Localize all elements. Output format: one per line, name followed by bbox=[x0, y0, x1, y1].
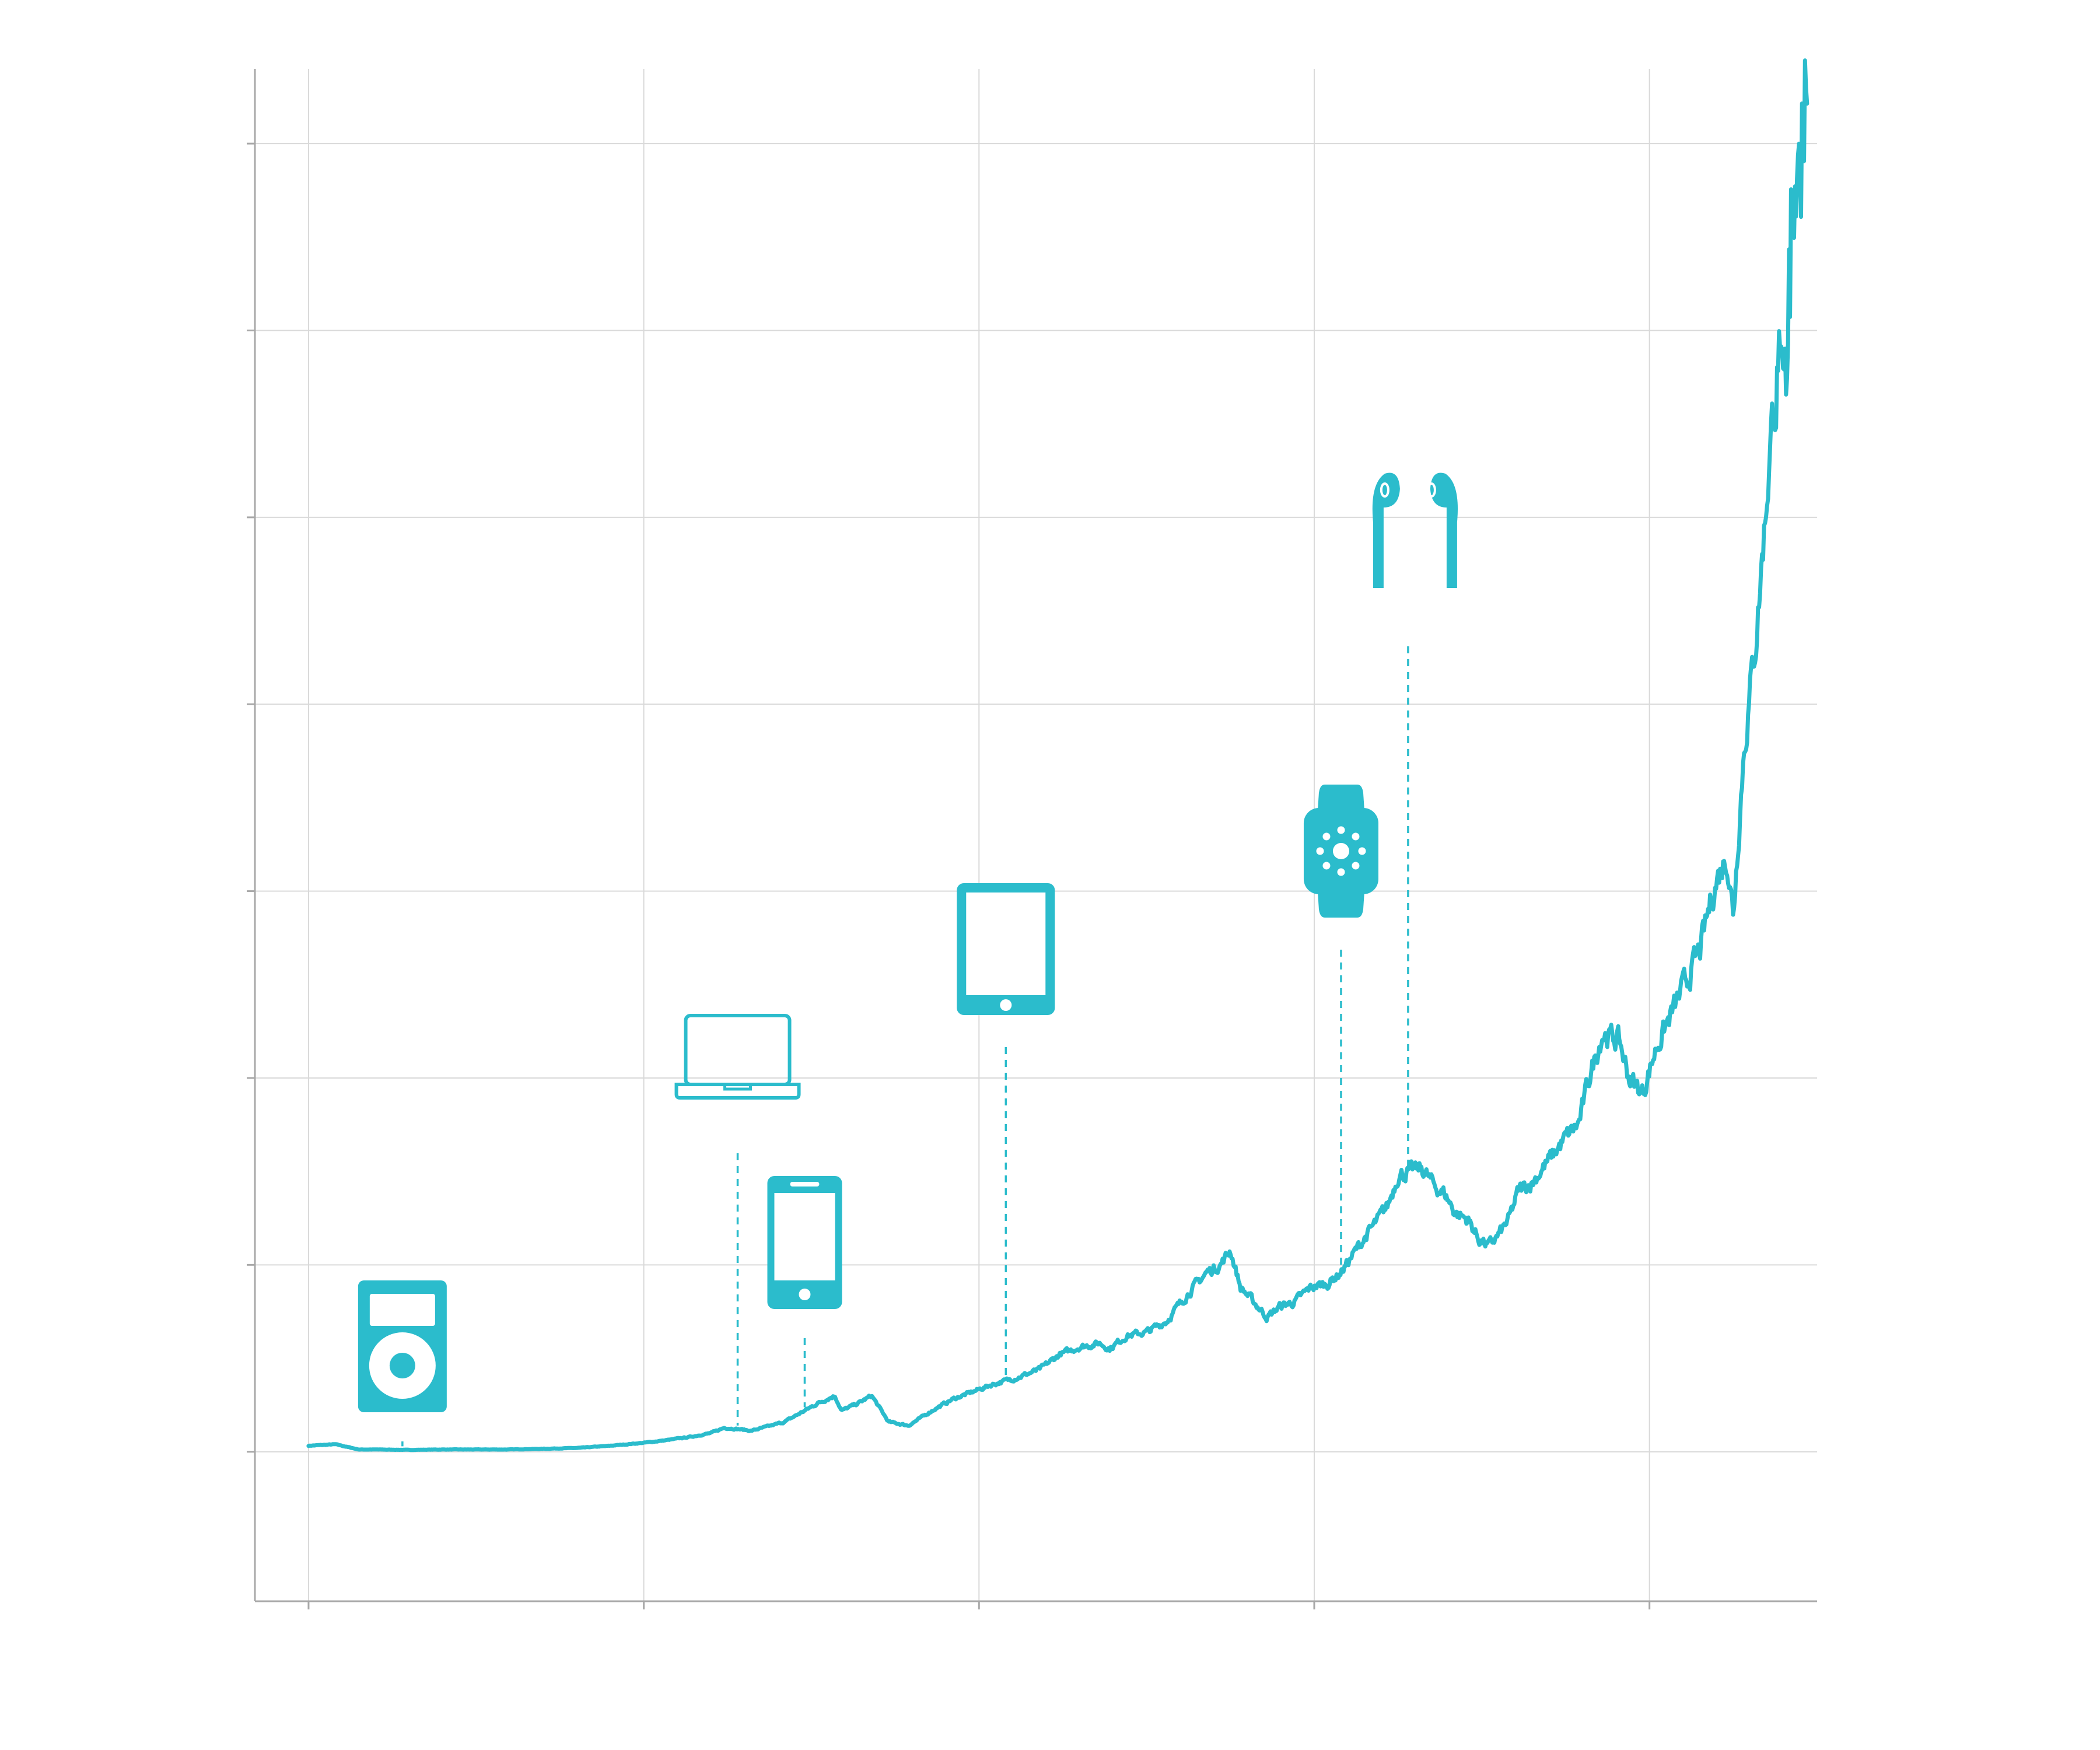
smartphone-icon bbox=[767, 1176, 842, 1309]
laptop-icon bbox=[674, 1014, 801, 1100]
grid bbox=[255, 69, 1817, 1601]
tablet-icon bbox=[957, 883, 1055, 1015]
annotation-icons bbox=[358, 473, 1458, 1412]
earbuds-icon bbox=[1372, 473, 1458, 588]
price-series-line bbox=[306, 58, 1810, 1452]
series-layer bbox=[306, 58, 1810, 1452]
ipod-icon bbox=[358, 1280, 447, 1412]
axes bbox=[247, 69, 1817, 1609]
smartwatch-icon bbox=[1303, 785, 1378, 918]
annotation-leaders bbox=[401, 646, 1409, 1447]
